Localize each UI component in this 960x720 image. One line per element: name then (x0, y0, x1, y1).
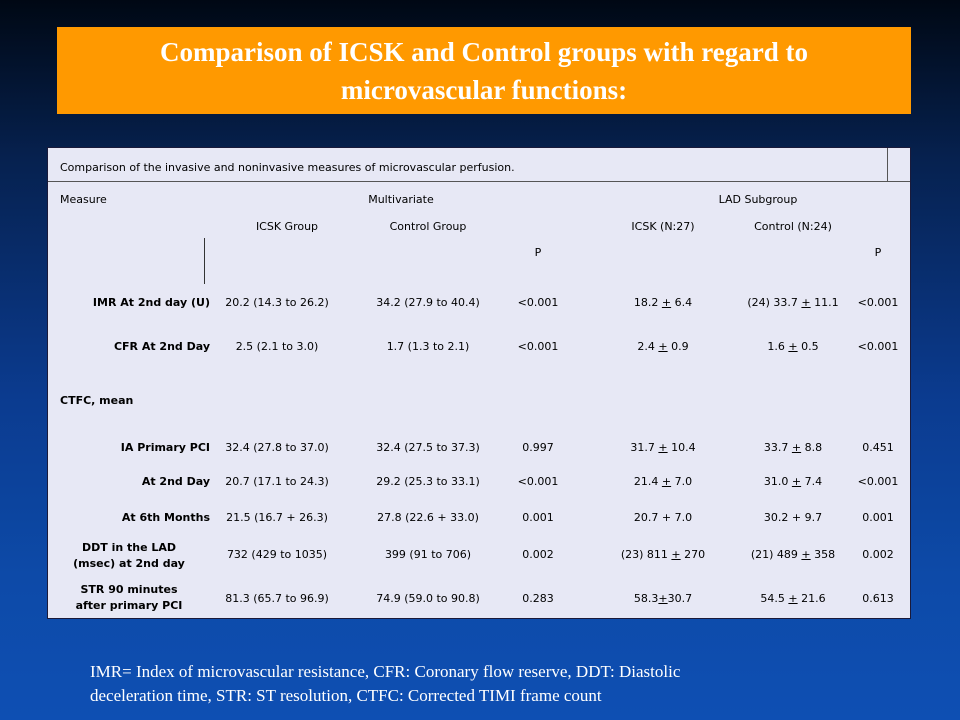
row-ctfc-2nd-day-lad-icsk: 21.4 + 7.0 (633, 475, 693, 488)
row-ctfc-measure: CTFC, mean (60, 394, 134, 407)
row-ctfc-2nd-day-control: 29.2 (25.3 to 33.1) (376, 475, 480, 488)
row-ddt-icsk: 732 (429 to 1035) (226, 548, 328, 561)
row-ctfc-6th-months-control: 27.8 (22.6 + 33.0) (377, 511, 479, 524)
header-icsk-n: ICSK (N:27) (631, 220, 695, 233)
row-ddt-control: 399 (91 to 706) (384, 548, 472, 561)
row-str-lad-icsk: 58.3+30.7 (633, 592, 693, 605)
row-ctfc-2nd-day-lad-control: 31.0 + 7.4 (763, 475, 823, 488)
header-p-multivariate: P (534, 246, 542, 259)
row-cfr-icsk: 2.5 (2.1 to 3.0) (235, 340, 319, 353)
header-multivariate: Multivariate (368, 193, 434, 206)
row-cfr-measure: CFR At 2nd Day (113, 340, 210, 353)
header-icsk-group: ICSK Group (255, 220, 319, 233)
row-cfr-lad-icsk: 2.4 + 0.9 (637, 340, 689, 353)
header-p-lad: P (874, 246, 882, 259)
row-str-p2: 0.613 (862, 592, 894, 605)
header-lad-subgroup: LAD Subgroup (718, 193, 798, 206)
row-ia-primary-control: 32.4 (27.5 to 37.3) (376, 441, 480, 454)
row-imr-lad-control: (24) 33.7 + 11.1 (747, 296, 839, 309)
row-ddt-p1: 0.002 (522, 548, 554, 561)
row-ctfc-6th-months-icsk: 21.5 (16.7 + 26.3) (226, 511, 328, 524)
row-ia-primary-p2: 0.451 (862, 441, 894, 454)
row-ddt-p2: 0.002 (862, 548, 894, 561)
row-ddt-measure-line-1: DDT in the LAD (81, 541, 177, 554)
row-ctfc-6th-months-lad-icsk: 20.7 + 7.0 (633, 511, 693, 524)
header-control-group: Control Group (389, 220, 467, 233)
row-ctfc-2nd-day-measure: At 2nd Day (141, 475, 210, 488)
header-measure: Measure (60, 193, 107, 206)
header-divider (204, 238, 205, 284)
row-ctfc-2nd-day-p1: <0.001 (517, 475, 559, 488)
footnote-line-1: IMR= Index of microvascular resistance, … (90, 662, 681, 681)
footnote-line-2: deceleration time, STR: ST resolution, C… (90, 686, 602, 705)
row-imr-lad-icsk: 18.2 + 6.4 (633, 296, 693, 309)
row-str-p1: 0.283 (522, 592, 554, 605)
row-ddt-measure: DDT in the LAD (msec) at 2nd day (48, 540, 210, 572)
slide-title-line-2: microvascular functions: (340, 74, 628, 105)
row-str-measure: STR 90 minutes after primary PCI (48, 582, 210, 614)
row-str-measure-line-2: after primary PCI (75, 599, 183, 612)
row-ia-primary-lad-icsk: 31.7 + 10.4 (630, 441, 696, 454)
slide-title-line-1: Comparison of ICSK and Control groups wi… (159, 36, 809, 67)
row-str-control: 74.9 (59.0 to 90.8) (376, 592, 480, 605)
footnote: IMR= Index of microvascular resistance, … (90, 660, 910, 708)
row-cfr-p2: <0.001 (857, 340, 899, 353)
comparison-table: Comparison of the invasive and noninvasi… (47, 147, 911, 619)
row-str-measure-line-1: STR 90 minutes (80, 583, 178, 596)
row-ia-primary-p1: 0.997 (522, 441, 554, 454)
row-imr-p2: <0.001 (857, 296, 899, 309)
row-ctfc-6th-months-p2: 0.001 (862, 511, 894, 524)
row-str-icsk: 81.3 (65.7 to 96.9) (225, 592, 329, 605)
slide-title: Comparison of ICSK and Control groups wi… (57, 27, 911, 114)
row-imr-control: 34.2 (27.9 to 40.4) (376, 296, 480, 309)
row-ctfc-6th-months-measure: At 6th Months (121, 511, 210, 524)
row-ddt-lad-icsk: (23) 811 + 270 (620, 548, 706, 561)
row-imr-icsk: 20.2 (14.3 to 26.2) (225, 296, 329, 309)
row-cfr-lad-control: 1.6 + 0.5 (767, 340, 819, 353)
row-ia-primary-icsk: 32.4 (27.8 to 37.0) (225, 441, 329, 454)
row-ctfc-6th-months-lad-control: 30.2 + 9.7 (763, 511, 823, 524)
header-control-n: Control (N:24) (754, 220, 832, 233)
row-cfr-control: 1.7 (1.3 to 2.1) (386, 340, 470, 353)
row-ctfc-6th-months-p1: 0.001 (522, 511, 554, 524)
row-imr-measure: IMR At 2nd day (U) (92, 296, 210, 309)
table-caption: Comparison of the invasive and noninvasi… (48, 148, 888, 182)
row-ddt-lad-control: (21) 489 + 358 (750, 548, 836, 561)
row-ia-primary-lad-control: 33.7 + 8.8 (763, 441, 823, 454)
table-caption-side-cell (888, 148, 910, 182)
row-cfr-p1: <0.001 (517, 340, 559, 353)
row-ctfc-2nd-day-p2: <0.001 (857, 475, 899, 488)
row-str-lad-control: 54.5 + 21.6 (760, 592, 826, 605)
row-ddt-measure-line-2: (msec) at 2nd day (73, 557, 185, 570)
row-imr-p1: <0.001 (517, 296, 559, 309)
row-ctfc-2nd-day-icsk: 20.7 (17.1 to 24.3) (225, 475, 329, 488)
row-ia-primary-measure: IA Primary PCI (120, 441, 210, 454)
